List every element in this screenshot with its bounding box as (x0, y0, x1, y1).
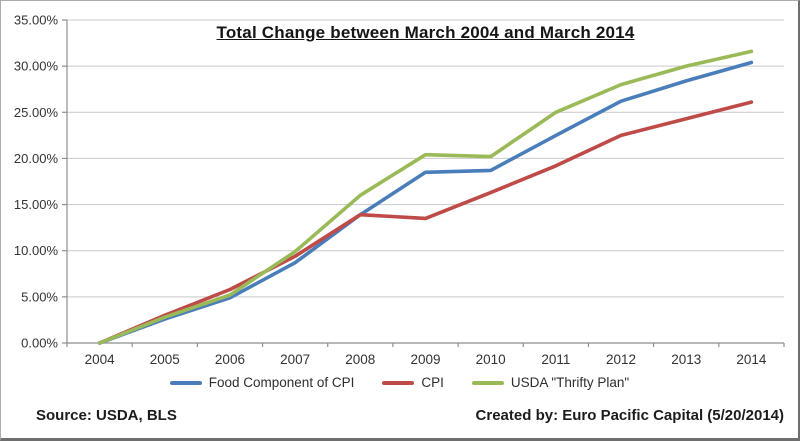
y-tick-label: 10.00% (14, 243, 59, 258)
y-tick-label: 20.00% (14, 151, 59, 166)
series-line-cpi (97, 100, 754, 345)
x-tick-label: 2012 (606, 352, 636, 367)
legend-item: USDA "Thrifty Plan" (471, 375, 630, 390)
x-tick-label: 2009 (410, 352, 440, 367)
chart-title: Total Change between March 2004 and Marc… (216, 23, 635, 42)
y-tick-label: 0.00% (21, 336, 58, 351)
y-tick-label: 30.00% (14, 59, 59, 74)
x-tick-label: 2007 (280, 352, 310, 367)
legend-label: USDA "Thrifty Plan" (510, 375, 630, 390)
x-tick-label: 2010 (476, 352, 506, 367)
y-tick-label: 15.00% (14, 197, 59, 212)
x-tick-label: 2011 (541, 352, 570, 367)
x-tick-label: 2006 (215, 352, 245, 367)
legend-line-swatch (471, 380, 504, 385)
source-note: Source: USDA, BLS (36, 407, 177, 424)
x-tick-label: 2005 (150, 352, 180, 367)
y-tick-label: 25.00% (14, 105, 59, 120)
legend-item: CPI (382, 375, 444, 390)
series-line-usda-thrifty-plan (97, 49, 754, 345)
legend-label: Food Component of CPI (208, 375, 355, 390)
legend-line-swatch (382, 380, 415, 385)
legend-line-swatch (169, 380, 202, 385)
created-by-note: Created by: Euro Pacific Capital (5/20/2… (475, 407, 784, 424)
x-tick-label: 2014 (736, 352, 767, 367)
x-tick-label: 2013 (671, 352, 701, 367)
legend-label: CPI (421, 375, 444, 390)
legend-item: Food Component of CPI (169, 375, 355, 390)
chart-legend: Food Component of CPI CPI USDA "Thrifty Pl… (1, 375, 798, 390)
y-tick-label: 35.00% (14, 13, 59, 28)
x-tick-label: 2008 (345, 352, 375, 367)
y-tick-label: 5.00% (21, 289, 58, 304)
series-line-food-component-of-cpi (97, 60, 754, 345)
x-tick-label: 2004 (85, 352, 116, 367)
